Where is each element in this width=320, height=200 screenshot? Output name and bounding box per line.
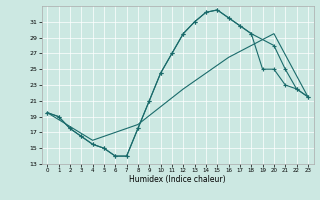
X-axis label: Humidex (Indice chaleur): Humidex (Indice chaleur): [129, 175, 226, 184]
